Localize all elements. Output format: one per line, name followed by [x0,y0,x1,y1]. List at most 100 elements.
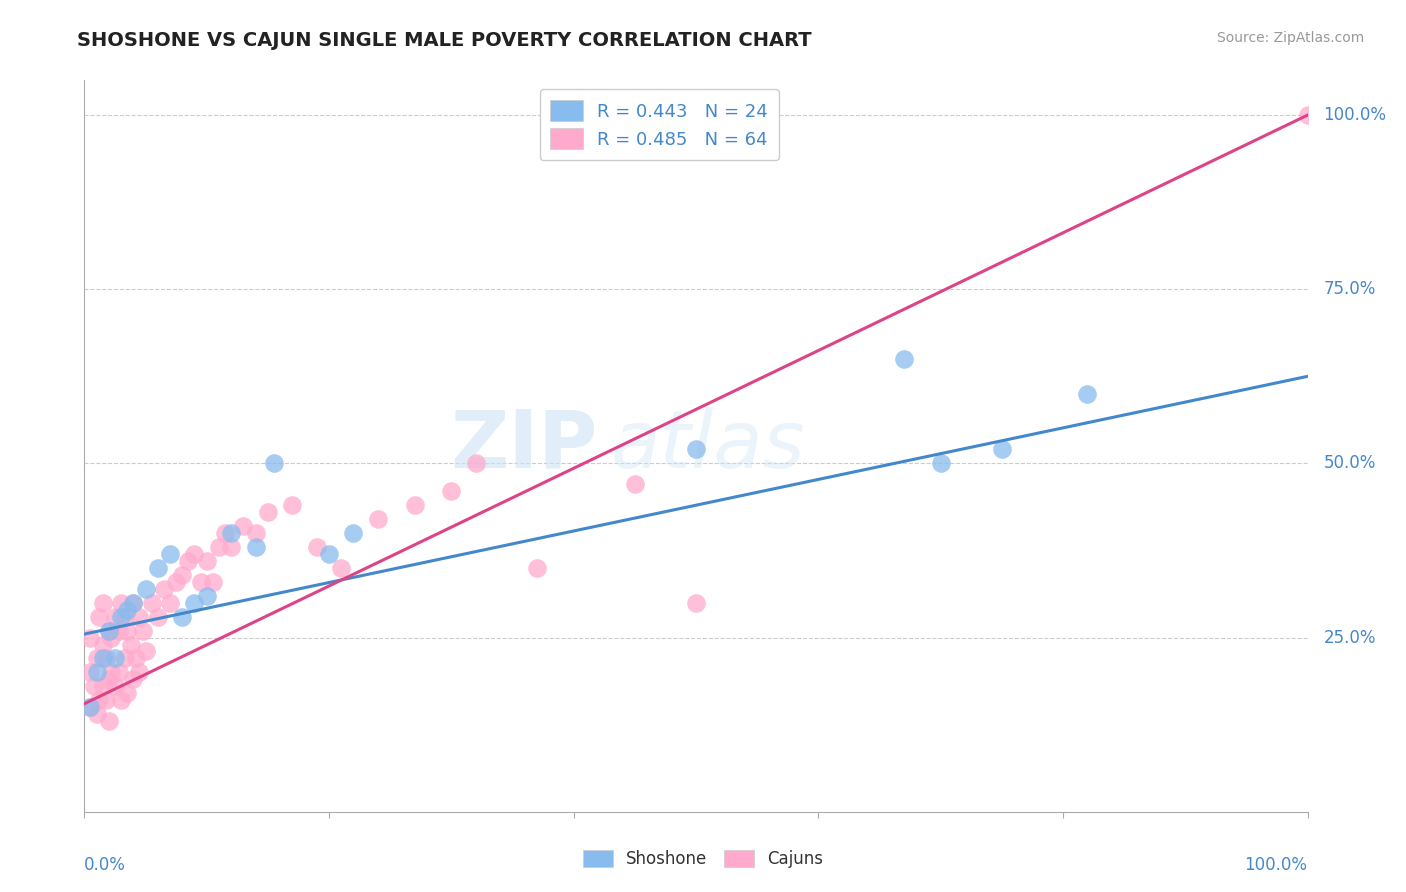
Point [120,638,142,652]
Point [104,679,127,693]
Point [79,631,101,645]
Point [97,624,120,638]
Point [135,644,157,658]
Point [172,609,194,624]
Point [219,526,242,541]
Point [991,442,1014,457]
Text: ZIP: ZIP [451,407,598,485]
Text: 25.0%: 25.0% [1323,629,1376,647]
Point [263,457,285,471]
Point [305,540,328,554]
Point [91,596,114,610]
Text: 0.0%: 0.0% [84,855,127,873]
Point [135,582,157,596]
Point [208,540,231,554]
Point [685,442,707,457]
Point [86,707,108,722]
Text: 75.0%: 75.0% [1323,280,1376,298]
Point [929,457,952,471]
Point [183,547,205,561]
Point [100,665,122,680]
Text: 50.0%: 50.0% [1323,454,1376,473]
Point [281,498,304,512]
Point [91,638,114,652]
Point [107,624,129,638]
Point [128,665,150,680]
Point [342,526,364,541]
Point [153,582,176,596]
Point [141,596,163,610]
Point [367,512,389,526]
Text: 100.0%: 100.0% [1244,855,1308,873]
Point [91,651,114,665]
Point [115,686,138,700]
Point [201,574,224,589]
Point [190,574,212,589]
Point [232,519,254,533]
Point [245,526,267,541]
Point [110,596,132,610]
Point [685,596,707,610]
Point [96,693,118,707]
Point [87,609,110,624]
Text: atlas: atlas [610,407,806,485]
Point [97,673,120,687]
Point [86,651,108,665]
Point [97,624,120,638]
Point [172,567,194,582]
Point [128,609,150,624]
Point [440,484,463,499]
Point [79,700,101,714]
Point [183,596,205,610]
Point [1296,108,1319,122]
Point [87,693,110,707]
Point [1076,386,1098,401]
Point [110,693,132,707]
Point [104,651,127,665]
Point [195,554,218,568]
Point [159,596,181,610]
Point [100,631,122,645]
Point [104,609,127,624]
Point [214,526,236,541]
Point [114,651,136,665]
Point [195,589,218,603]
Legend: Shoshone, Cajuns: Shoshone, Cajuns [576,843,830,875]
Point [146,609,169,624]
Point [96,651,118,665]
Legend: R = 0.443   N = 24, R = 0.485   N = 64: R = 0.443 N = 24, R = 0.485 N = 64 [540,89,779,160]
Point [86,665,108,680]
Point [132,624,155,638]
Point [165,574,187,589]
Point [107,665,129,680]
Text: SHOSHONE VS CAJUN SINGLE MALE POVERTY CORRELATION CHART: SHOSHONE VS CAJUN SINGLE MALE POVERTY CO… [77,31,811,50]
Text: 100.0%: 100.0% [1323,106,1386,124]
Point [79,700,101,714]
Point [177,554,200,568]
Point [115,603,138,617]
Point [893,351,915,366]
Point [91,679,114,693]
Point [114,609,136,624]
Point [122,673,145,687]
Point [122,596,145,610]
Point [159,547,181,561]
Point [404,498,426,512]
Point [526,561,548,575]
Point [624,477,647,491]
Point [219,540,242,554]
Point [245,540,267,554]
Point [83,679,105,693]
Point [125,651,148,665]
Point [464,457,486,471]
Point [318,547,340,561]
Text: Source: ZipAtlas.com: Source: ZipAtlas.com [1216,31,1364,45]
Point [122,596,145,610]
Point [257,505,280,519]
Point [330,561,353,575]
Point [146,561,169,575]
Point [115,624,138,638]
Point [97,714,120,728]
Point [110,609,132,624]
Point [79,665,101,680]
